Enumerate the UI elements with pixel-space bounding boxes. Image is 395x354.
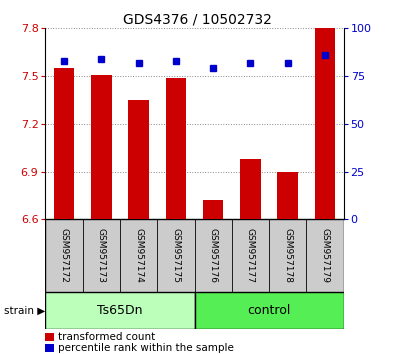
Text: GSM957173: GSM957173 (97, 228, 106, 283)
Text: transformed count: transformed count (58, 332, 155, 342)
Bar (91, 75, 112, 219)
Bar (315, 28, 335, 219)
Text: strain ▶: strain ▶ (4, 306, 45, 316)
Bar (203, 200, 224, 219)
Bar (166, 78, 186, 219)
Text: GSM957172: GSM957172 (60, 228, 69, 283)
Text: GSM957177: GSM957177 (246, 228, 255, 283)
Text: GSM957176: GSM957176 (209, 228, 218, 283)
Bar (277, 172, 298, 219)
Bar (194, 292, 344, 329)
Text: percentile rank within the sample: percentile rank within the sample (58, 343, 234, 353)
Text: GDS4376 / 10502732: GDS4376 / 10502732 (123, 12, 272, 27)
Text: GSM957179: GSM957179 (320, 228, 329, 283)
Text: Ts65Dn: Ts65Dn (97, 304, 143, 317)
Bar (128, 100, 149, 219)
Bar (54, 68, 74, 219)
Text: GSM957175: GSM957175 (171, 228, 181, 283)
Bar (45, 292, 194, 329)
Text: GSM957178: GSM957178 (283, 228, 292, 283)
Text: control: control (247, 304, 291, 317)
Text: GSM957174: GSM957174 (134, 228, 143, 283)
Bar (240, 159, 261, 219)
